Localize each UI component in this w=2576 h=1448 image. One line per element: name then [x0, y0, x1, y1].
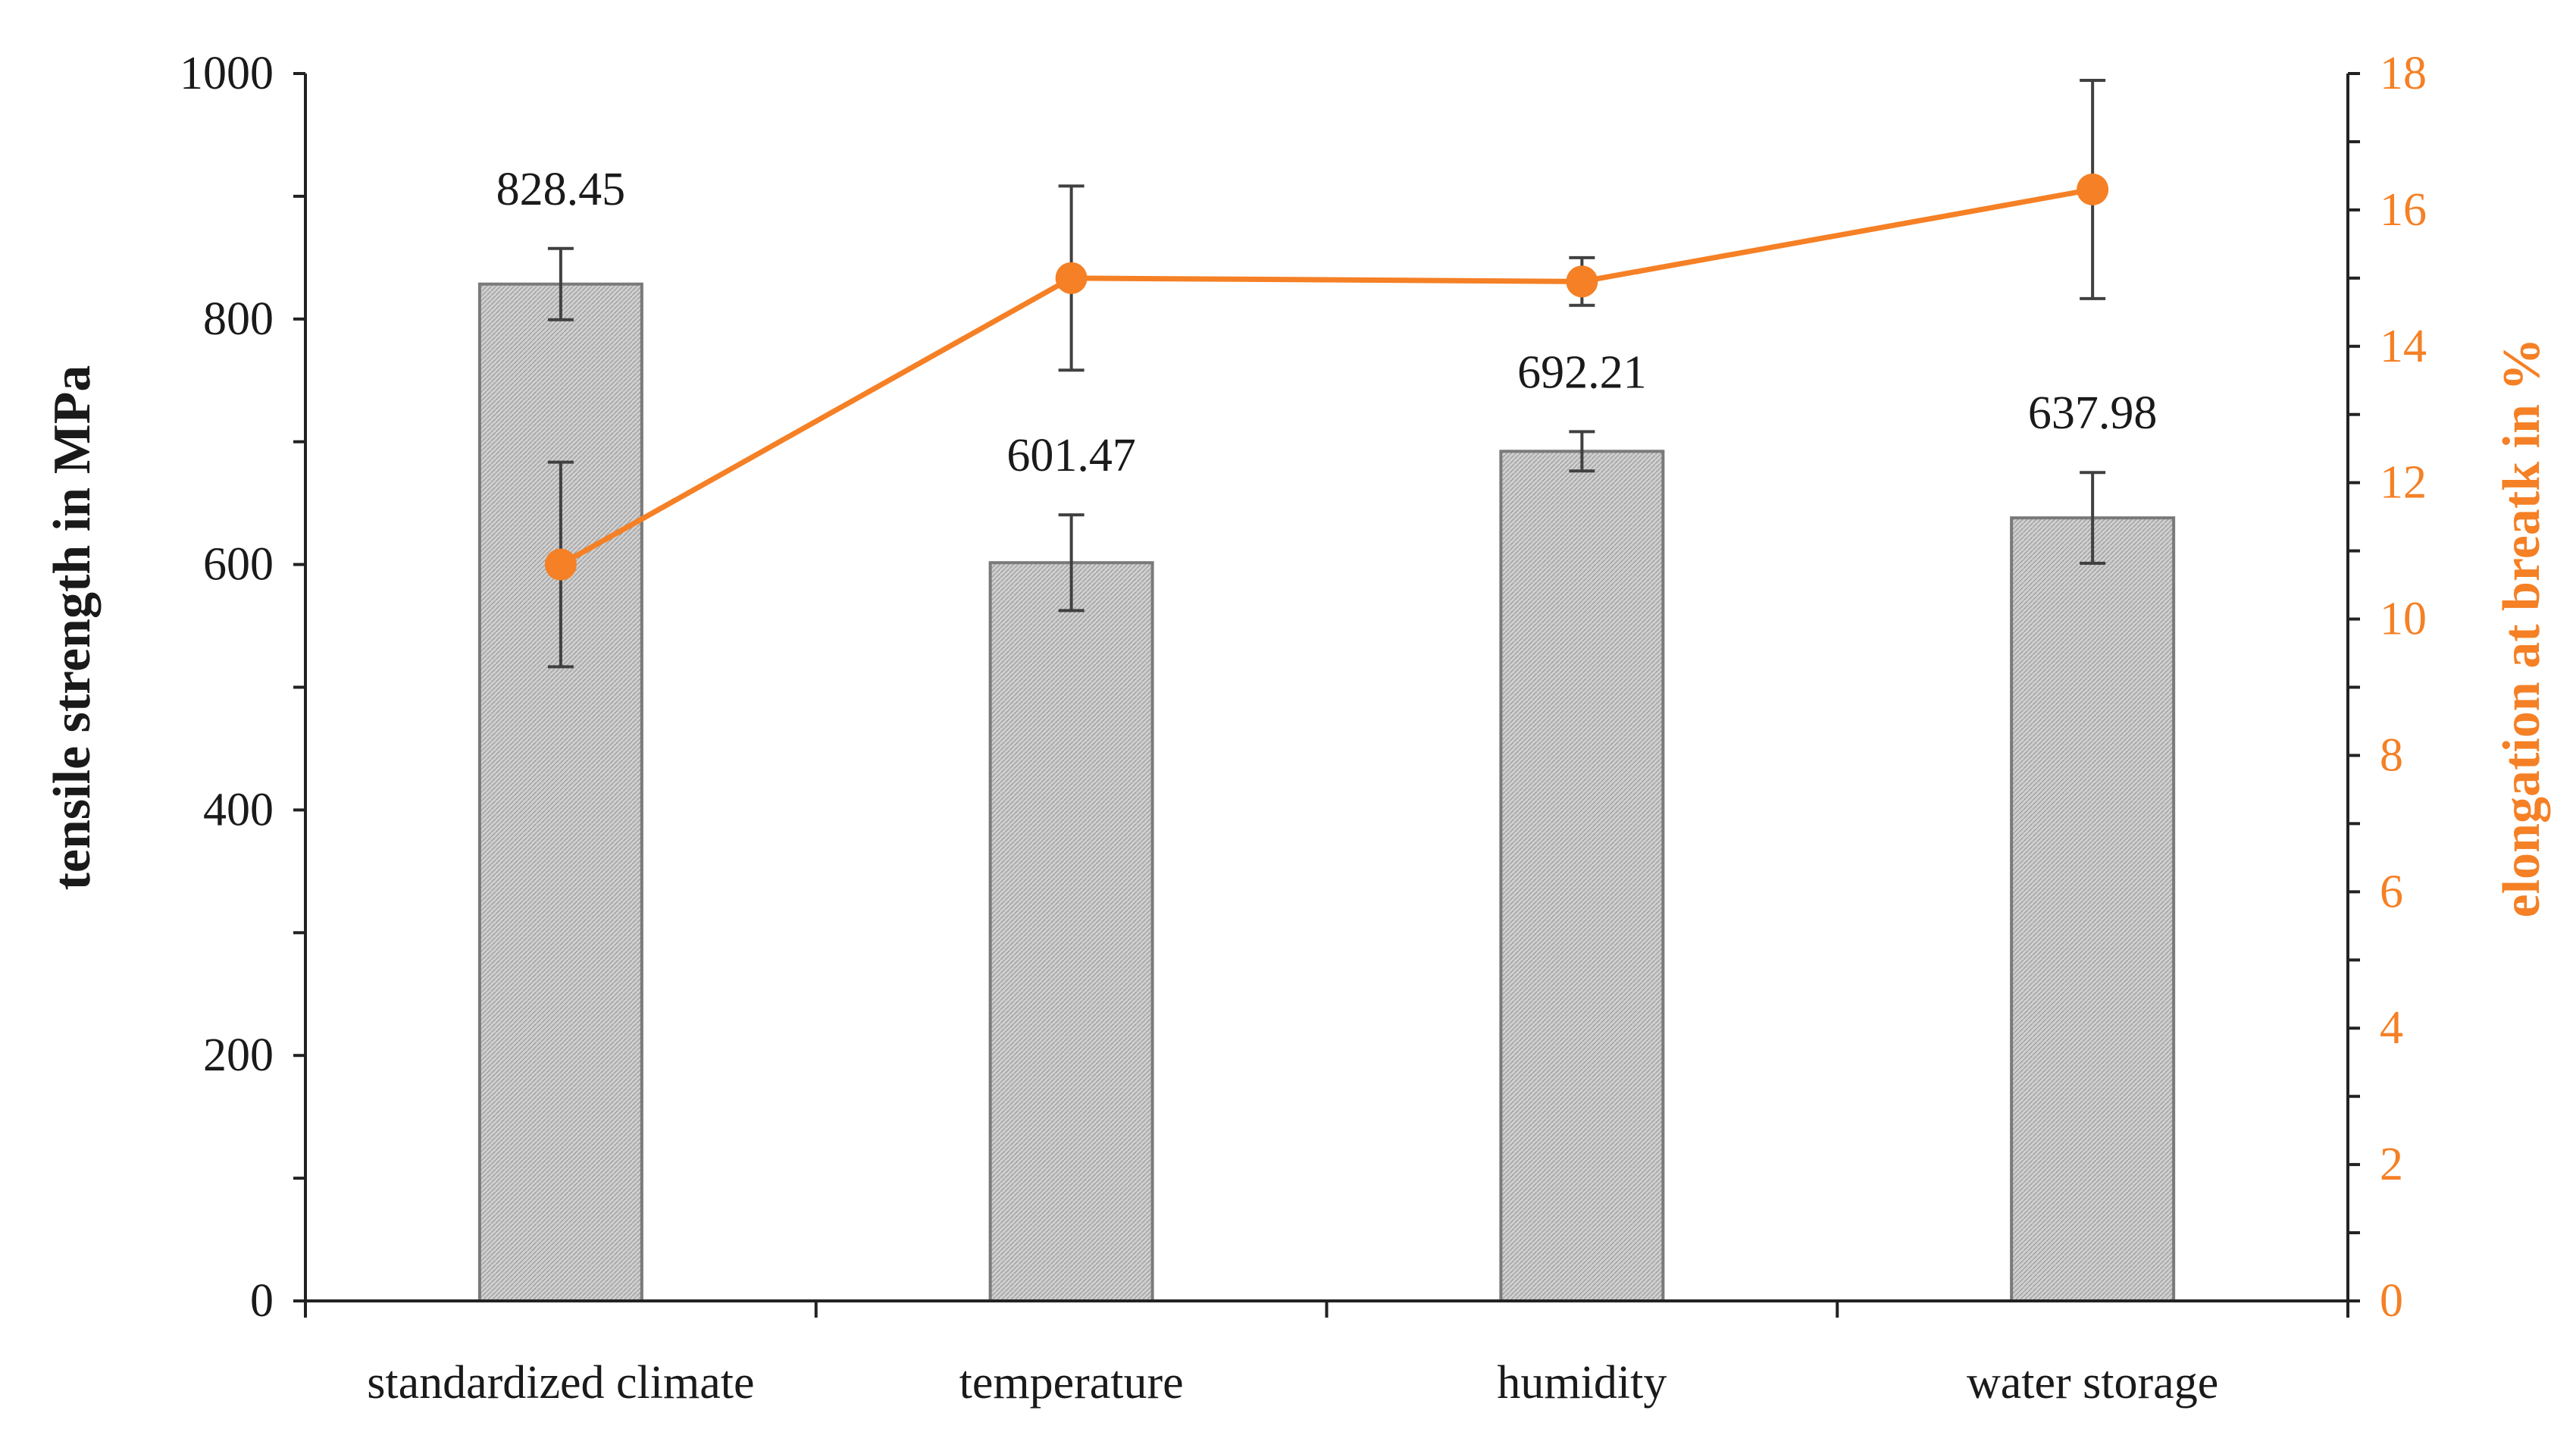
y2-tick-label-8: 16 — [2380, 184, 2427, 236]
line-point-3 — [1566, 265, 1598, 298]
data-label-1: 828.45 — [496, 164, 626, 215]
axes-layer — [293, 72, 2360, 1318]
bar-2 — [988, 561, 1154, 1302]
y-axis-title: tensile strength in MPa — [43, 365, 102, 891]
labels-layer: tensile strength in MPa elongation at br… — [43, 48, 2551, 1409]
line-point-1 — [544, 548, 577, 581]
y2-tick-label-5: 10 — [2380, 594, 2427, 645]
y-tick-label-1: 200 — [203, 1030, 274, 1081]
line-series-path — [559, 186, 2093, 567]
x-category-label-2: temperature — [959, 1357, 1184, 1409]
x-category-label-4: water storage — [1967, 1357, 2218, 1409]
y-tick-label-0: 0 — [250, 1275, 274, 1327]
data-label-3: 692.21 — [1517, 346, 1647, 398]
y2-tick-label-4: 8 — [2380, 729, 2403, 781]
line-point-2 — [1055, 262, 1088, 294]
y-tick-label-5: 1000 — [180, 48, 274, 99]
bar-error-bars — [547, 246, 2106, 613]
y-tick-label-4: 800 — [203, 293, 274, 345]
data-label-4: 637.98 — [2028, 387, 2158, 439]
y2-axis-title: elongation at breatk in % — [2493, 338, 2551, 918]
y2-tick-label-6: 12 — [2380, 457, 2427, 509]
y2-tick-label-0: 0 — [2380, 1275, 2403, 1327]
bars-layer — [477, 282, 2176, 1302]
y-tick-label-3: 600 — [203, 539, 274, 591]
y2-tick-label-9: 18 — [2380, 48, 2427, 99]
line-point-4 — [2077, 173, 2109, 205]
bar-1 — [477, 282, 643, 1302]
y2-tick-label-7: 14 — [2380, 321, 2427, 372]
bar-3 — [1499, 450, 1665, 1302]
y-tick-label-2: 400 — [203, 784, 274, 835]
data-label-2: 601.47 — [1006, 430, 1136, 481]
x-category-label-3: humidity — [1497, 1357, 1667, 1409]
y2-tick-label-2: 4 — [2380, 1002, 2403, 1054]
bar-4 — [2010, 516, 2176, 1302]
line-series-layer — [544, 78, 2109, 669]
y2-tick-label-1: 2 — [2380, 1139, 2403, 1190]
y2-tick-label-3: 6 — [2380, 866, 2403, 917]
x-category-label-1: standardized climate — [367, 1357, 754, 1409]
